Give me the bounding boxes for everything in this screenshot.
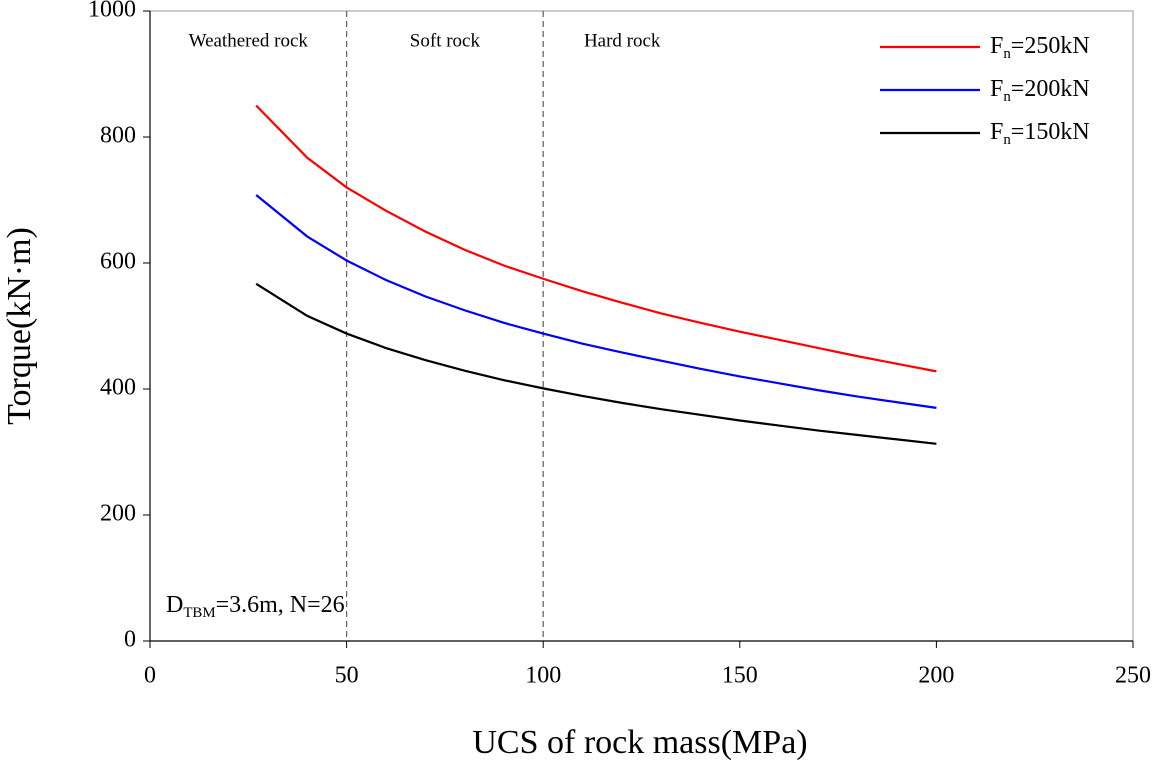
x-tick-label: 250 bbox=[1115, 663, 1151, 689]
x-tick-label: 150 bbox=[722, 663, 758, 689]
region-label: Weathered rock bbox=[189, 30, 309, 51]
series-line bbox=[255, 104, 937, 373]
x-tick-label: 200 bbox=[918, 663, 954, 689]
x-tick-label: 100 bbox=[525, 663, 561, 689]
y-tick-label: 1000 bbox=[88, 0, 136, 23]
legend-label: Fn=150kN bbox=[990, 119, 1090, 149]
y-tick-label: 600 bbox=[100, 249, 136, 275]
y-tick-label: 0 bbox=[124, 627, 136, 653]
x-tick-label: 50 bbox=[335, 663, 359, 689]
y-axis-title: Torque(kN·m) bbox=[1, 227, 38, 425]
plot-frame bbox=[149, 10, 1134, 642]
y-tick-label: 800 bbox=[100, 123, 136, 149]
annotation: DTBM=3.6m, N=26 bbox=[166, 592, 345, 622]
x-tick-label: 0 bbox=[144, 663, 156, 689]
legend-label: Fn=200kN bbox=[990, 76, 1090, 106]
legend-label: Fn=250kN bbox=[990, 33, 1090, 63]
series-line bbox=[255, 194, 937, 409]
region-label: Hard rock bbox=[584, 30, 661, 51]
region-label: Soft rock bbox=[410, 30, 481, 51]
y-tick-label: 400 bbox=[100, 375, 136, 401]
series-line bbox=[255, 282, 937, 445]
y-tick-label: 200 bbox=[100, 501, 136, 527]
x-axis-title: UCS of rock mass(MPa) bbox=[472, 724, 807, 761]
